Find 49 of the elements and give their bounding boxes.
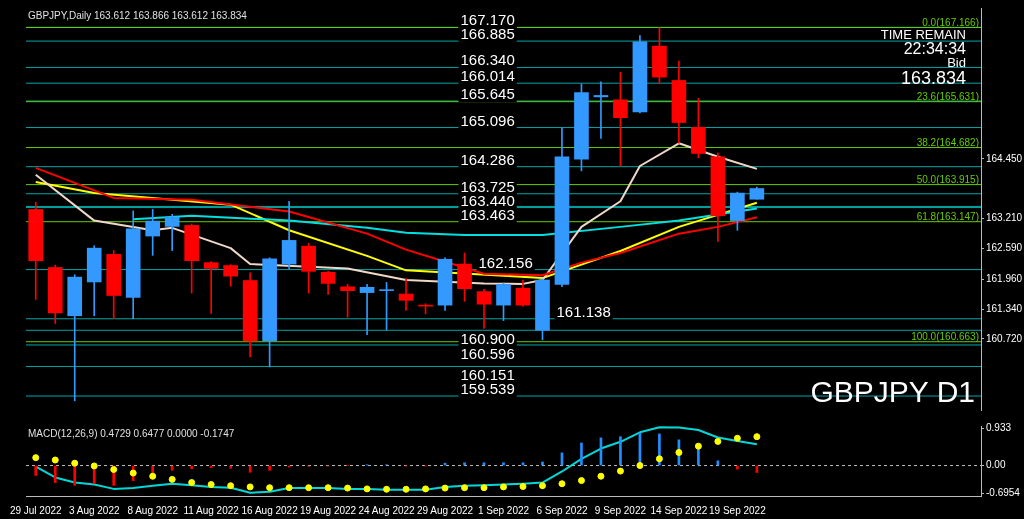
annotation: GBPJPY D1: [810, 375, 975, 408]
chart-title: GBPJPY,Daily 163.612 163.866 163.612 163.834: [28, 10, 248, 21]
y-tick-label: 163.210: [986, 212, 1023, 224]
y-tick-label: -0.6954: [986, 486, 1021, 498]
ref-line-label: 159.539: [460, 380, 515, 398]
x-tick-label: 24 Aug 2022: [358, 504, 416, 516]
annotation: 22:34:34: [903, 40, 967, 57]
ref-line-label: 165.096: [460, 111, 515, 129]
x-tick-label: 16 Aug 2022: [241, 504, 299, 516]
annotation: 100.0(160.663): [911, 330, 979, 342]
x-tick-label: 29 Aug 2022: [416, 504, 474, 516]
x-tick-label: 11 Aug 2022: [183, 504, 240, 516]
ref-line-label: 167.170: [460, 11, 515, 29]
annotation: 0.0(167.166): [922, 16, 979, 28]
annotation: 163.834: [900, 68, 966, 88]
x-tick-label: 1 Sep 2022: [477, 504, 530, 516]
annotation: TIME REMAIN: [880, 27, 966, 42]
annotation: 61.8(163.147): [916, 210, 979, 222]
annotation: 23.6(165.631): [916, 90, 979, 102]
ref-line-label: 166.885: [460, 25, 515, 43]
ref-line-label: 163.725: [460, 177, 515, 195]
ref-line-label: 160.900: [460, 330, 515, 348]
x-tick-label: 29 Jul 2022: [9, 504, 63, 516]
annotation: 50.0(163.915): [916, 173, 979, 185]
y-tick-label: 162.590: [986, 242, 1023, 254]
y-tick-label: 160.720: [986, 332, 1023, 344]
x-tick-label: 9 Sep 2022: [594, 504, 647, 516]
ref-line-label: 162.156: [478, 253, 533, 271]
x-tick-label: 8 Aug 2022: [127, 504, 179, 516]
ref-line-label: 166.014: [460, 67, 515, 85]
annotation: Bid: [947, 55, 966, 70]
y-tick-label: 161.340: [986, 302, 1023, 314]
x-tick-label: 19 Aug 2022: [300, 504, 357, 516]
x-tick-label: 6 Sep 2022: [536, 504, 588, 516]
y-tick-label: 0.933: [986, 422, 1012, 434]
ref-line-label: 163.463: [460, 206, 515, 224]
chart-title: MACD(12,26,9) 0.4729 0.6477 0.0000 -0.1747: [28, 428, 235, 439]
annotation: 38.2(164.682): [916, 136, 979, 148]
x-tick-label: 19 Sep 2022: [709, 504, 767, 516]
y-tick-label: 161.960: [986, 272, 1023, 284]
ref-line-label: 165.645: [460, 85, 515, 103]
ref-line-label: 161.138: [556, 302, 611, 320]
ref-line-label: 164.286: [460, 150, 515, 168]
ref-line-label: 163.440: [460, 191, 515, 209]
x-tick-label: 14 Sep 2022: [650, 504, 708, 516]
y-tick-label: 164.450: [986, 152, 1023, 164]
y-tick-label: 0.00: [986, 459, 1006, 471]
x-tick-label: 3 Aug 2022: [68, 504, 120, 516]
ref-line-label: 166.340: [460, 51, 515, 69]
